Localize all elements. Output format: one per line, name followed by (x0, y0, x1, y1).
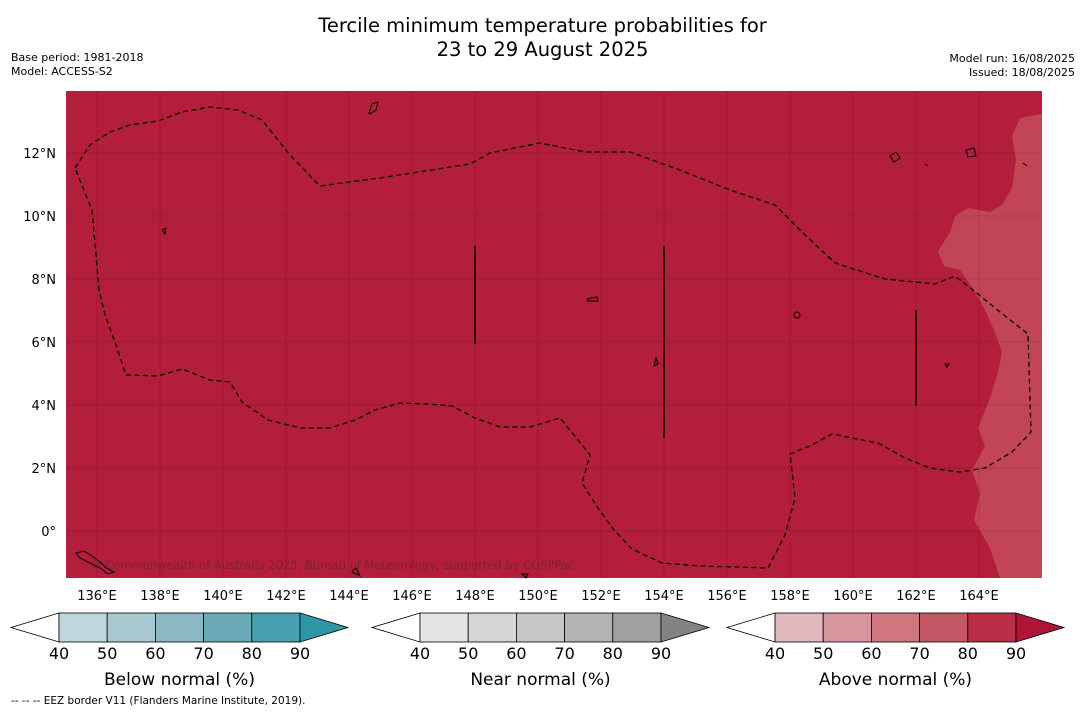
colorbar-segment (106, 612, 156, 643)
colorbar-segment (612, 612, 662, 643)
lon-tick-label: 158°E (770, 589, 810, 604)
lat-tick-label: 8°N (32, 273, 57, 288)
lon-tick-label: 148°E (455, 589, 495, 604)
base-period: Base period: 1981-2018 (11, 51, 144, 64)
colorbar-extend-low (370, 612, 421, 643)
lat-tick-label: 10°N (23, 210, 56, 225)
colorbar-segment (203, 612, 253, 643)
lat-tick-label: 4°N (32, 399, 57, 414)
vertical-boundary-lines (474, 246, 917, 438)
colorbar-segment (419, 612, 469, 643)
colorbar-segment (516, 612, 566, 643)
colorbar-below: 40 50 60 70 80 90 Below normal (%) (9, 612, 350, 690)
copyright-text: © Commonwealth of Australia 2025, Bureau… (90, 558, 574, 572)
colorbar-tick-label: 60 (145, 644, 165, 663)
lon-tick-label: 138°E (140, 589, 180, 604)
colorbar-title: Above normal (%) (819, 670, 972, 690)
colorbar-segment (564, 612, 614, 643)
colorbar-tick-label: 50 (813, 644, 833, 663)
colorbar-tick-label: 70 (909, 644, 929, 663)
lat-tick-label: 12°N (23, 147, 56, 162)
lon-tick-label: 160°E (833, 589, 873, 604)
lon-tick-label: 136°E (77, 589, 117, 604)
lon-tick-label: 150°E (518, 589, 558, 604)
colorbar-extend-high (299, 612, 350, 643)
colorbar-tick-label: 80 (242, 644, 262, 663)
colorbar-tick-label: 70 (193, 644, 213, 663)
colorbar-segment (967, 612, 1017, 643)
colorbar-title: Below normal (%) (104, 670, 255, 690)
issued-date: Issued: 18/08/2025 (968, 66, 1075, 79)
latitude-tick-labels: 12°N 10°N 8°N 6°N 4°N 2°N 0° (23, 147, 56, 540)
colorbar-tick-label: 90 (1006, 644, 1026, 663)
colorbar-tick-label: 40 (765, 644, 785, 663)
colorbar-extend-low (9, 612, 60, 643)
title-line-2: 23 to 29 August 2025 (436, 38, 649, 61)
title-line-1: Tercile minimum temperature probabilitie… (318, 14, 767, 37)
metadata-right: Model run: 16/08/2025 Issued: 18/08/2025 (949, 52, 1075, 80)
colorbar-segment (871, 612, 921, 643)
longitude-tick-labels: 136°E 138°E 140°E 142°E 144°E 146°E 148°E 150°E… (77, 589, 999, 604)
colorbar-tick-label: 60 (506, 644, 526, 663)
colorbar-extend-high (660, 612, 711, 643)
lon-tick-label: 154°E (644, 589, 684, 604)
colorbars: 40 50 60 70 80 90 Below normal (%) 40 50 60 70 80 90… (9, 612, 1066, 690)
lat-tick-label: 0° (41, 525, 56, 540)
colorbar-tick-label: 80 (603, 644, 623, 663)
colorbar-tick-label: 90 (651, 644, 671, 663)
lon-tick-label: 140°E (203, 589, 243, 604)
lon-tick-label: 146°E (392, 589, 432, 604)
probability-field (66, 91, 1042, 578)
island-outlines (75, 101, 1028, 579)
model-name: Model: ACCESS-S2 (11, 65, 113, 78)
colorbar-segment (774, 612, 824, 643)
colorbar-tick-label: 50 (97, 644, 117, 663)
colorbar-tick-label: 90 (290, 644, 310, 663)
lon-tick-label: 164°E (959, 589, 999, 604)
colorbar-extend-high (1015, 612, 1066, 643)
eez-footnote: -- -- -- EEZ border V11 (Flanders Marine… (11, 695, 306, 707)
map-panel: © Commonwealth of Australia 2025, Bureau… (66, 91, 1042, 579)
colorbar-above: 40 50 60 70 80 90 Above normal (%) (725, 612, 1066, 690)
colorbar-segment (251, 612, 301, 643)
colorbar-tick-label: 70 (554, 644, 574, 663)
colorbar-tick-label: 40 (49, 644, 69, 663)
colorbar-title: Near normal (%) (470, 670, 610, 690)
colorbar-segment (467, 612, 517, 643)
lon-tick-label: 152°E (581, 589, 621, 604)
colorbar-tick-label: 50 (458, 644, 478, 663)
colorbar-tick-label: 40 (410, 644, 430, 663)
eez-border (74, 106, 1032, 569)
colorbar-near: 40 50 60 70 80 90 Near normal (%) (370, 612, 711, 690)
east-shaded-region (938, 114, 1042, 578)
lon-tick-label: 162°E (896, 589, 936, 604)
chart-title: Tercile minimum temperature probabilitie… (0, 14, 1085, 62)
lat-tick-label: 2°N (32, 462, 57, 477)
colorbar-segment (58, 612, 108, 643)
colorbar-extend-low (725, 612, 776, 643)
model-run: Model run: 16/08/2025 (949, 52, 1075, 65)
lon-tick-label: 156°E (707, 589, 747, 604)
metadata-left: Base period: 1981-2018 Model: ACCESS-S2 (11, 51, 143, 79)
colorbar-segment (154, 612, 204, 643)
lon-tick-label: 144°E (329, 589, 369, 604)
lat-tick-label: 6°N (32, 336, 57, 351)
lon-tick-label: 142°E (266, 589, 306, 604)
gridlines (66, 91, 1042, 578)
colorbar-segment (919, 612, 969, 643)
colorbar-segment (822, 612, 872, 643)
colorbar-tick-label: 80 (958, 644, 978, 663)
colorbar-tick-label: 60 (861, 644, 881, 663)
